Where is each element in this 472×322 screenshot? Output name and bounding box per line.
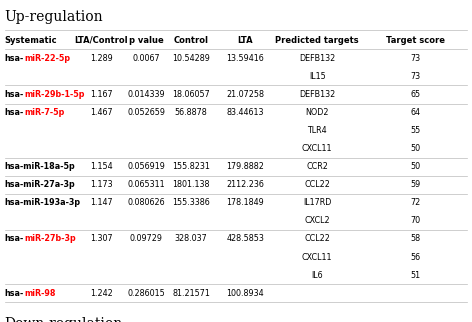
Text: LTA: LTA xyxy=(237,36,253,45)
Text: 10.54289: 10.54289 xyxy=(172,54,210,63)
Text: CCL22: CCL22 xyxy=(304,180,330,189)
Text: IL17RD: IL17RD xyxy=(303,198,331,207)
Text: 1.173: 1.173 xyxy=(90,180,113,189)
Text: 0.052659: 0.052659 xyxy=(127,108,165,117)
Text: Down-regulation: Down-regulation xyxy=(5,317,123,322)
Text: 0.080626: 0.080626 xyxy=(127,198,165,207)
Text: 2112.236: 2112.236 xyxy=(227,180,264,189)
Text: miR-22-5p: miR-22-5p xyxy=(24,54,70,63)
Text: hsa-: hsa- xyxy=(5,234,24,243)
Text: LTA/Control: LTA/Control xyxy=(75,36,128,45)
Text: miR-7-5p: miR-7-5p xyxy=(24,108,64,117)
Text: hsa-: hsa- xyxy=(5,289,24,298)
Text: 21.07258: 21.07258 xyxy=(227,90,264,99)
Text: 50: 50 xyxy=(410,162,421,171)
Text: 428.5853: 428.5853 xyxy=(227,234,264,243)
Text: 81.21571: 81.21571 xyxy=(172,289,210,298)
Text: 1.154: 1.154 xyxy=(90,162,113,171)
Text: IL15: IL15 xyxy=(309,72,326,81)
Text: NOD2: NOD2 xyxy=(305,108,329,117)
Text: 155.8231: 155.8231 xyxy=(172,162,210,171)
Text: CXCL2: CXCL2 xyxy=(304,216,330,225)
Text: hsa-: hsa- xyxy=(5,54,24,63)
Text: 18.06057: 18.06057 xyxy=(172,90,210,99)
Text: Target score: Target score xyxy=(386,36,445,45)
Text: 0.056919: 0.056919 xyxy=(127,162,165,171)
Text: hsa-miR-27a-3p: hsa-miR-27a-3p xyxy=(5,180,76,189)
Text: TLR4: TLR4 xyxy=(307,126,327,135)
Text: 55: 55 xyxy=(410,126,421,135)
Text: 56.8878: 56.8878 xyxy=(175,108,208,117)
Text: 0.0067: 0.0067 xyxy=(133,54,160,63)
Text: miR-98: miR-98 xyxy=(24,289,56,298)
Text: 13.59416: 13.59416 xyxy=(227,54,264,63)
Text: 56: 56 xyxy=(410,252,421,261)
Text: DEFB132: DEFB132 xyxy=(299,90,335,99)
Text: 50: 50 xyxy=(410,144,421,153)
Text: Predicted targets: Predicted targets xyxy=(275,36,359,45)
Text: 328.037: 328.037 xyxy=(175,234,208,243)
Text: 59: 59 xyxy=(410,180,421,189)
Text: 0.09729: 0.09729 xyxy=(130,234,163,243)
Text: Control: Control xyxy=(174,36,209,45)
Text: 179.8882: 179.8882 xyxy=(227,162,264,171)
Text: 73: 73 xyxy=(410,54,421,63)
Text: miR-27b-3p: miR-27b-3p xyxy=(24,234,76,243)
Text: Up-regulation: Up-regulation xyxy=(5,10,103,24)
Text: miR-29b-1-5p: miR-29b-1-5p xyxy=(24,90,84,99)
Text: 83.44613: 83.44613 xyxy=(227,108,264,117)
Text: hsa-: hsa- xyxy=(5,90,24,99)
Text: 0.065311: 0.065311 xyxy=(127,180,165,189)
Text: 1.242: 1.242 xyxy=(90,289,113,298)
Text: 58: 58 xyxy=(410,234,421,243)
Text: CCL22: CCL22 xyxy=(304,234,330,243)
Text: IL6: IL6 xyxy=(312,270,323,279)
Text: 1.167: 1.167 xyxy=(90,90,113,99)
Text: 0.286015: 0.286015 xyxy=(127,289,165,298)
Text: hsa-miR-18a-5p: hsa-miR-18a-5p xyxy=(5,162,76,171)
Text: 1.147: 1.147 xyxy=(90,198,113,207)
Text: 64: 64 xyxy=(410,108,421,117)
Text: 1.467: 1.467 xyxy=(90,108,113,117)
Text: Systematic: Systematic xyxy=(5,36,57,45)
Text: DEFB132: DEFB132 xyxy=(299,54,335,63)
Text: p value: p value xyxy=(129,36,164,45)
Text: 100.8934: 100.8934 xyxy=(227,289,264,298)
Text: 51: 51 xyxy=(410,270,421,279)
Text: 73: 73 xyxy=(410,72,421,81)
Text: 70: 70 xyxy=(410,216,421,225)
Text: 0.014339: 0.014339 xyxy=(127,90,165,99)
Text: 155.3386: 155.3386 xyxy=(172,198,210,207)
Text: 178.1849: 178.1849 xyxy=(227,198,264,207)
Text: CXCL11: CXCL11 xyxy=(302,252,332,261)
Text: 1801.138: 1801.138 xyxy=(172,180,210,189)
Text: hsa-miR-193a-3p: hsa-miR-193a-3p xyxy=(5,198,81,207)
Text: CXCL11: CXCL11 xyxy=(302,144,332,153)
Text: 72: 72 xyxy=(410,198,421,207)
Text: hsa-: hsa- xyxy=(5,108,24,117)
Text: 65: 65 xyxy=(410,90,421,99)
Text: 1.289: 1.289 xyxy=(90,54,113,63)
Text: CCR2: CCR2 xyxy=(306,162,328,171)
Text: 1.307: 1.307 xyxy=(90,234,113,243)
